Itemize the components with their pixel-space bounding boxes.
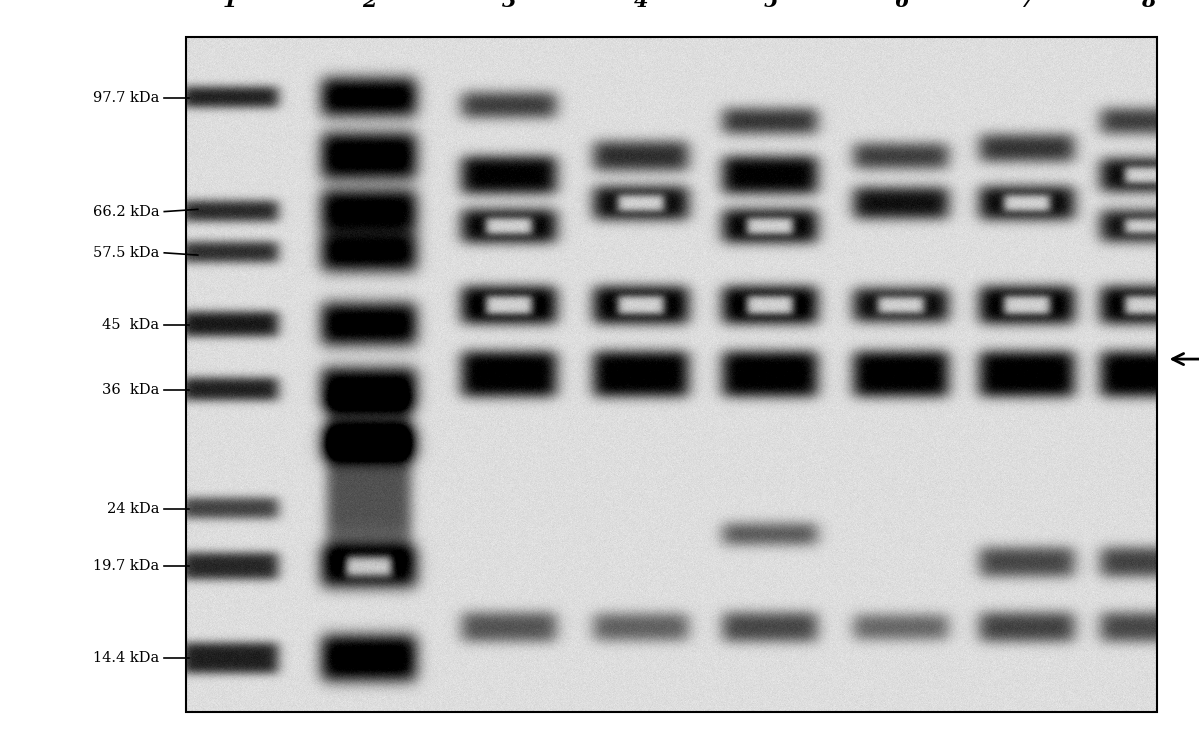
- Text: 24 kDa: 24 kDa: [107, 502, 159, 515]
- Text: 5: 5: [764, 0, 778, 11]
- Text: 2: 2: [362, 0, 376, 11]
- Text: 6: 6: [894, 0, 909, 11]
- Text: 36  kDa: 36 kDa: [102, 383, 159, 397]
- Text: 57.5 kDa: 57.5 kDa: [94, 246, 159, 260]
- Text: 97.7 kDa: 97.7 kDa: [94, 91, 159, 105]
- Text: 1: 1: [223, 0, 237, 11]
- Text: 14.4 kDa: 14.4 kDa: [94, 651, 159, 665]
- Text: 7: 7: [1020, 0, 1035, 11]
- Text: 66.2 kDa: 66.2 kDa: [92, 204, 159, 219]
- Text: 4: 4: [634, 0, 649, 11]
- Text: 19.7 kDa: 19.7 kDa: [94, 560, 159, 574]
- Text: 8: 8: [1141, 0, 1156, 11]
- Text: 45  kDa: 45 kDa: [102, 318, 159, 332]
- Text: 3: 3: [502, 0, 517, 11]
